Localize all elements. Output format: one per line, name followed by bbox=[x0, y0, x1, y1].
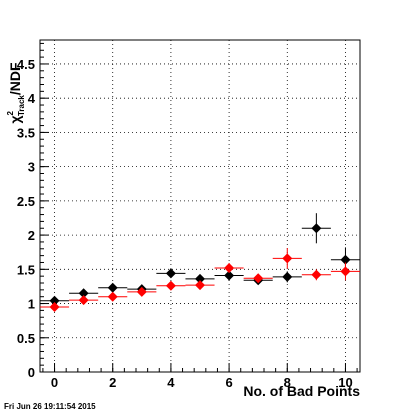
diamond-marker bbox=[253, 273, 264, 284]
x-tick-label: 2 bbox=[109, 375, 116, 390]
series-0 bbox=[40, 213, 360, 306]
data-point bbox=[40, 301, 70, 312]
data-point bbox=[156, 280, 186, 291]
data-point bbox=[330, 262, 360, 281]
diamond-marker bbox=[78, 288, 89, 299]
data-point bbox=[272, 271, 302, 283]
y-axis-title-sub: Track bbox=[17, 95, 26, 116]
tick-labels: 0 2 4 6 8 10 0 0.5 1 1.5 2 2.5 3 3.5 4 4.5 bbox=[17, 57, 353, 390]
diamond-marker bbox=[107, 282, 118, 293]
data-point bbox=[243, 273, 273, 284]
y-tick-label: 2.5 bbox=[17, 194, 35, 209]
data-point bbox=[214, 262, 244, 273]
data-point bbox=[301, 213, 331, 244]
data-point bbox=[69, 288, 99, 299]
x-axis-title: No. of Bad Points bbox=[243, 383, 360, 399]
x-tick-label: 10 bbox=[338, 375, 352, 390]
x-tick-label: 6 bbox=[225, 375, 232, 390]
diamond-marker bbox=[282, 253, 293, 264]
y-tick-label: 0 bbox=[28, 365, 35, 380]
y-tick-label: 2 bbox=[28, 228, 35, 243]
y-axis-title: χ2 Track/NDF bbox=[6, 62, 26, 124]
data-point bbox=[185, 280, 215, 291]
data-point bbox=[185, 273, 215, 284]
footer-timestamp: Fri Jun 26 19:11:54 2015 bbox=[4, 402, 96, 411]
data-point bbox=[98, 282, 128, 293]
axis-ticks bbox=[40, 42, 358, 373]
data-series bbox=[40, 213, 360, 312]
plot-frame bbox=[39, 39, 361, 373]
diamond-marker bbox=[165, 268, 176, 279]
y-tick-label: 3.5 bbox=[17, 125, 35, 140]
y-axis-title-chi: χ bbox=[7, 115, 23, 123]
y-tick-label: 0.5 bbox=[17, 331, 35, 346]
diamond-marker bbox=[340, 254, 351, 265]
diamond-marker bbox=[224, 270, 235, 281]
diamond-marker bbox=[165, 280, 176, 291]
data-point bbox=[272, 248, 302, 269]
x-tick-label: 0 bbox=[51, 375, 58, 390]
y-tick-label: 1 bbox=[28, 297, 35, 312]
diamond-marker bbox=[224, 262, 235, 273]
diamond-marker bbox=[195, 273, 205, 284]
grid-lines bbox=[40, 40, 360, 373]
y-tick-label: 4.5 bbox=[17, 57, 35, 72]
data-point bbox=[40, 295, 70, 306]
x-tick-label: 4 bbox=[167, 375, 175, 390]
diamond-marker bbox=[195, 280, 205, 291]
diamond-marker bbox=[311, 223, 322, 234]
diamond-marker bbox=[107, 291, 118, 302]
x-tick-label: 8 bbox=[284, 375, 291, 390]
data-point bbox=[98, 291, 128, 302]
y-axis-title-tail: /NDF bbox=[7, 62, 23, 95]
diamond-marker bbox=[49, 295, 60, 306]
data-point bbox=[301, 269, 331, 281]
diamond-marker bbox=[340, 266, 351, 277]
data-point bbox=[156, 268, 186, 279]
y-axis-title-sup: 2 bbox=[6, 110, 15, 115]
diamond-marker bbox=[311, 269, 322, 280]
y-tick-label: 4 bbox=[28, 91, 36, 106]
data-point bbox=[127, 286, 157, 297]
y-tick-label: 3 bbox=[28, 160, 35, 175]
diamond-marker bbox=[78, 295, 89, 306]
series-1 bbox=[40, 248, 360, 312]
diamond-marker bbox=[49, 301, 60, 312]
diamond-marker bbox=[136, 286, 147, 297]
data-point bbox=[69, 295, 99, 306]
y-tick-label: 1.5 bbox=[17, 262, 35, 277]
diamond-marker bbox=[282, 271, 293, 282]
